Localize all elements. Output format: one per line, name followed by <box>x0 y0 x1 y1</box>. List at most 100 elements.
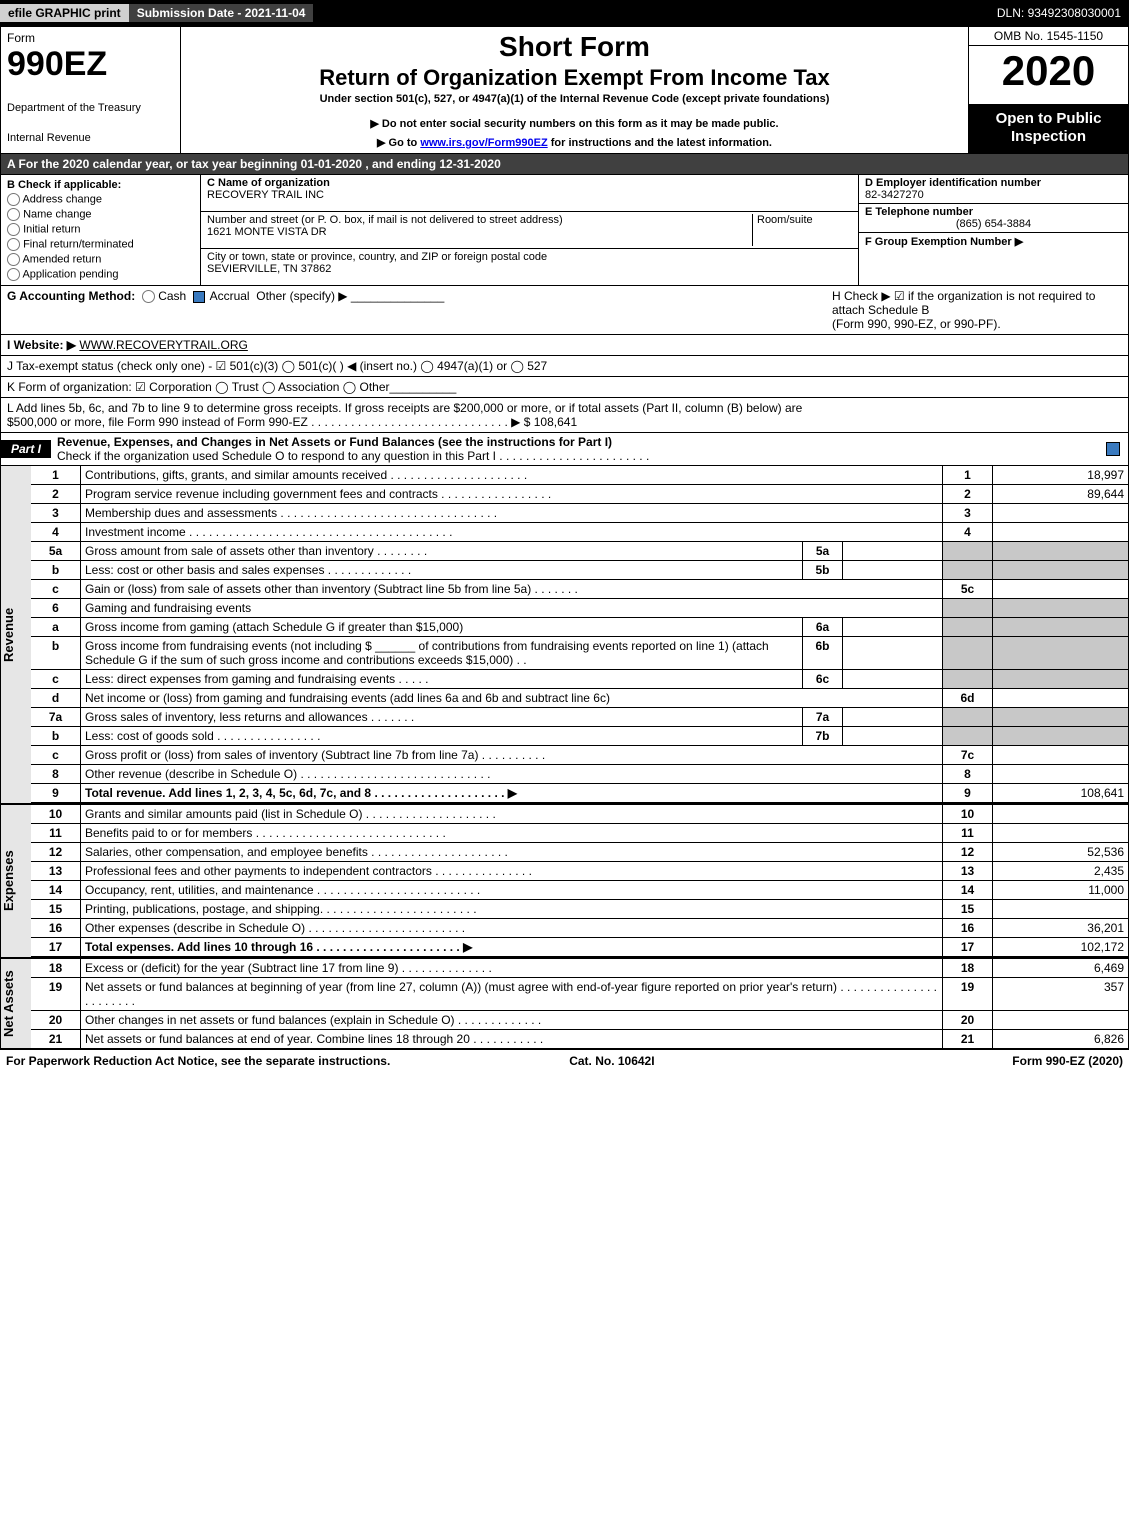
form-990ez: Form 990EZ Department of the Treasury In… <box>0 26 1129 1049</box>
part-1-sub: Check if the organization used Schedule … <box>57 449 649 463</box>
ln-7b-mid: 7b <box>803 727 843 745</box>
ln-8-col: 8 <box>943 765 993 783</box>
b-opt-4[interactable]: Amended return <box>7 253 194 266</box>
footer-center: Cat. No. 10642I <box>569 1054 654 1068</box>
ln-8-desc: Other revenue (describe in Schedule O) .… <box>81 765 943 783</box>
ln-15-col: 15 <box>943 900 993 918</box>
dept-treasury: Department of the Treasury <box>7 102 174 114</box>
i-website-row: I Website: ▶ WWW.RECOVERYTRAIL.ORG <box>1 335 1128 356</box>
ln-6c-shade <box>943 670 993 688</box>
schedule-o-checkbox[interactable] <box>1106 442 1120 456</box>
org-name: RECOVERY TRAIL INC <box>207 189 852 201</box>
line-4: 4Investment income . . . . . . . . . . .… <box>31 523 1128 542</box>
i-label: I Website: ▶ <box>7 338 76 352</box>
ln-7a-shade <box>943 708 993 726</box>
ln-5a-desc: Gross amount from sale of assets other t… <box>81 542 803 560</box>
g-cash: Cash <box>158 289 186 303</box>
ln-19-col: 19 <box>943 978 993 1010</box>
ln-11-val <box>993 824 1128 842</box>
part-1-title: Revenue, Expenses, and Changes in Net As… <box>57 435 612 449</box>
ln-6c-mid: 6c <box>803 670 843 688</box>
line-18: 18Excess or (deficit) for the year (Subt… <box>31 959 1128 978</box>
line-7a: 7aGross sales of inventory, less returns… <box>31 708 1128 727</box>
dln-number: DLN: 93492308030001 <box>997 6 1129 20</box>
ln-6b-midval <box>843 637 943 669</box>
c-name-address: C Name of organization RECOVERY TRAIL IN… <box>201 175 858 285</box>
org-street: 1621 MONTE VISTA DR <box>207 226 752 238</box>
ln-2-col: 2 <box>943 485 993 503</box>
ln-17-desc: Total expenses. Add lines 10 through 16 … <box>81 938 943 956</box>
ln-7c-val <box>993 746 1128 764</box>
under-section: Under section 501(c), 527, or 4947(a)(1)… <box>189 93 960 105</box>
ln-15-val <box>993 900 1128 918</box>
line-20: 20Other changes in net assets or fund ba… <box>31 1011 1128 1030</box>
form-word: Form <box>7 31 174 45</box>
j-label: J Tax-exempt status (check only one) - ☑… <box>7 359 547 373</box>
g-accrual: Accrual <box>210 289 250 303</box>
footer-right: Form 990-EZ (2020) <box>1012 1054 1123 1068</box>
ln-14-desc: Occupancy, rent, utilities, and maintena… <box>81 881 943 899</box>
ln-11-col: 11 <box>943 824 993 842</box>
ln-3-val <box>993 504 1128 522</box>
top-bar: efile GRAPHIC print Submission Date - 20… <box>0 0 1129 26</box>
h-text2: (Form 990, 990-EZ, or 990-PF). <box>832 317 1122 331</box>
c-street-label: Number and street (or P. O. box, if mail… <box>207 214 752 226</box>
ln-2-desc: Program service revenue including govern… <box>81 485 943 503</box>
ln-16-col: 16 <box>943 919 993 937</box>
b-header: B Check if applicable: <box>7 179 194 191</box>
line-1: 1 Contributions, gifts, grants, and simi… <box>31 466 1128 485</box>
website-link[interactable]: WWW.RECOVERYTRAIL.ORG <box>79 338 247 352</box>
b-opt-2[interactable]: Initial return <box>7 223 194 236</box>
b-checkboxes: B Check if applicable: Address change Na… <box>1 175 201 285</box>
ln-20-val <box>993 1011 1128 1029</box>
page-footer: For Paperwork Reduction Act Notice, see … <box>0 1049 1129 1072</box>
line-6a: aGross income from gaming (attach Schedu… <box>31 618 1128 637</box>
expenses-block: Expenses 10Grants and similar amounts pa… <box>1 803 1128 957</box>
line-6d: dNet income or (loss) from gaming and fu… <box>31 689 1128 708</box>
ln-14-val: 11,000 <box>993 881 1128 899</box>
e-tel-label: E Telephone number <box>865 206 1122 218</box>
ln-6d-desc: Net income or (loss) from gaming and fun… <box>81 689 943 707</box>
ln-7a-mid: 7a <box>803 708 843 726</box>
b-opt-3[interactable]: Final return/terminated <box>7 238 194 251</box>
line-17: 17Total expenses. Add lines 10 through 1… <box>31 938 1128 957</box>
ln-13-val: 2,435 <box>993 862 1128 880</box>
ln-5c-col: 5c <box>943 580 993 598</box>
ln-6d-col: 6d <box>943 689 993 707</box>
ln-7a-desc: Gross sales of inventory, less returns a… <box>81 708 803 726</box>
section-b-to-f: B Check if applicable: Address change Na… <box>1 175 1128 286</box>
efile-print-button[interactable]: efile GRAPHIC print <box>0 4 129 22</box>
g-cash-radio[interactable] <box>142 290 155 303</box>
b-opt-5[interactable]: Application pending <box>7 268 194 281</box>
ln-21-val: 6,826 <box>993 1030 1128 1048</box>
ln-11-desc: Benefits paid to or for members . . . . … <box>81 824 943 842</box>
goto-post: for instructions and the latest informat… <box>548 137 772 149</box>
ln-6c-midval <box>843 670 943 688</box>
goto-link-row: ▶ Go to www.irs.gov/Form990EZ for instru… <box>189 136 960 149</box>
revenue-block: Revenue 1 Contributions, gifts, grants, … <box>1 466 1128 803</box>
ln-3-col: 3 <box>943 504 993 522</box>
g-label: G Accounting Method: <box>7 289 135 303</box>
ln-6c-shade2 <box>993 670 1128 688</box>
ln-9-desc: Total revenue. Add lines 1, 2, 3, 4, 5c,… <box>81 784 943 802</box>
line-21: 21Net assets or fund balances at end of … <box>31 1030 1128 1048</box>
g-accrual-check[interactable] <box>193 291 205 303</box>
ssn-warning: ▶ Do not enter social security numbers o… <box>189 117 960 130</box>
line-10: 10Grants and similar amounts paid (list … <box>31 805 1128 824</box>
ln-5a-mid: 5a <box>803 542 843 560</box>
b-opt-0[interactable]: Address change <box>7 193 194 206</box>
ln-6a-desc: Gross income from gaming (attach Schedul… <box>81 618 803 636</box>
calendar-year-row: A For the 2020 calendar year, or tax yea… <box>1 154 1128 175</box>
l-gross-receipts: L Add lines 5b, 6c, and 7b to line 9 to … <box>1 398 1128 433</box>
irs-link[interactable]: www.irs.gov/Form990EZ <box>420 137 547 149</box>
line-5a: 5aGross amount from sale of assets other… <box>31 542 1128 561</box>
ln-4-col: 4 <box>943 523 993 541</box>
h-schedule-b: H Check ▶ ☑ if the organization is not r… <box>832 289 1122 331</box>
ln-7c-desc: Gross profit or (loss) from sales of inv… <box>81 746 943 764</box>
ln-18-col: 18 <box>943 959 993 977</box>
f-group-label: F Group Exemption Number ▶ <box>865 235 1122 248</box>
ln-5c-desc: Gain or (loss) from sale of assets other… <box>81 580 943 598</box>
ln-12-col: 12 <box>943 843 993 861</box>
b-opt-1[interactable]: Name change <box>7 208 194 221</box>
ln-5b-mid: 5b <box>803 561 843 579</box>
